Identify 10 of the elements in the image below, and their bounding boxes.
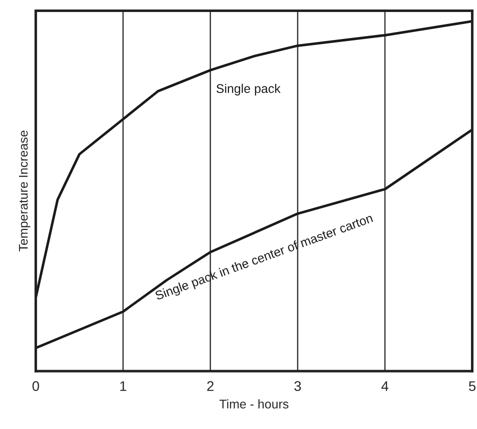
x-tick-label: 1 [120,381,126,391]
y-axis-title: Temperature Increase [19,130,30,252]
series-label: Single pack [216,84,281,96]
text: Single pack in the center of master carton [154,213,374,303]
x-tick-label: 4 [381,381,388,391]
x-tick-label: 2 [207,381,214,391]
x-tick-label: 5 [468,381,476,392]
x-axis-title: Time - hours [219,399,288,408]
x-tick-label: 0 [32,381,40,392]
x-tick-label: 3 [294,381,301,392]
